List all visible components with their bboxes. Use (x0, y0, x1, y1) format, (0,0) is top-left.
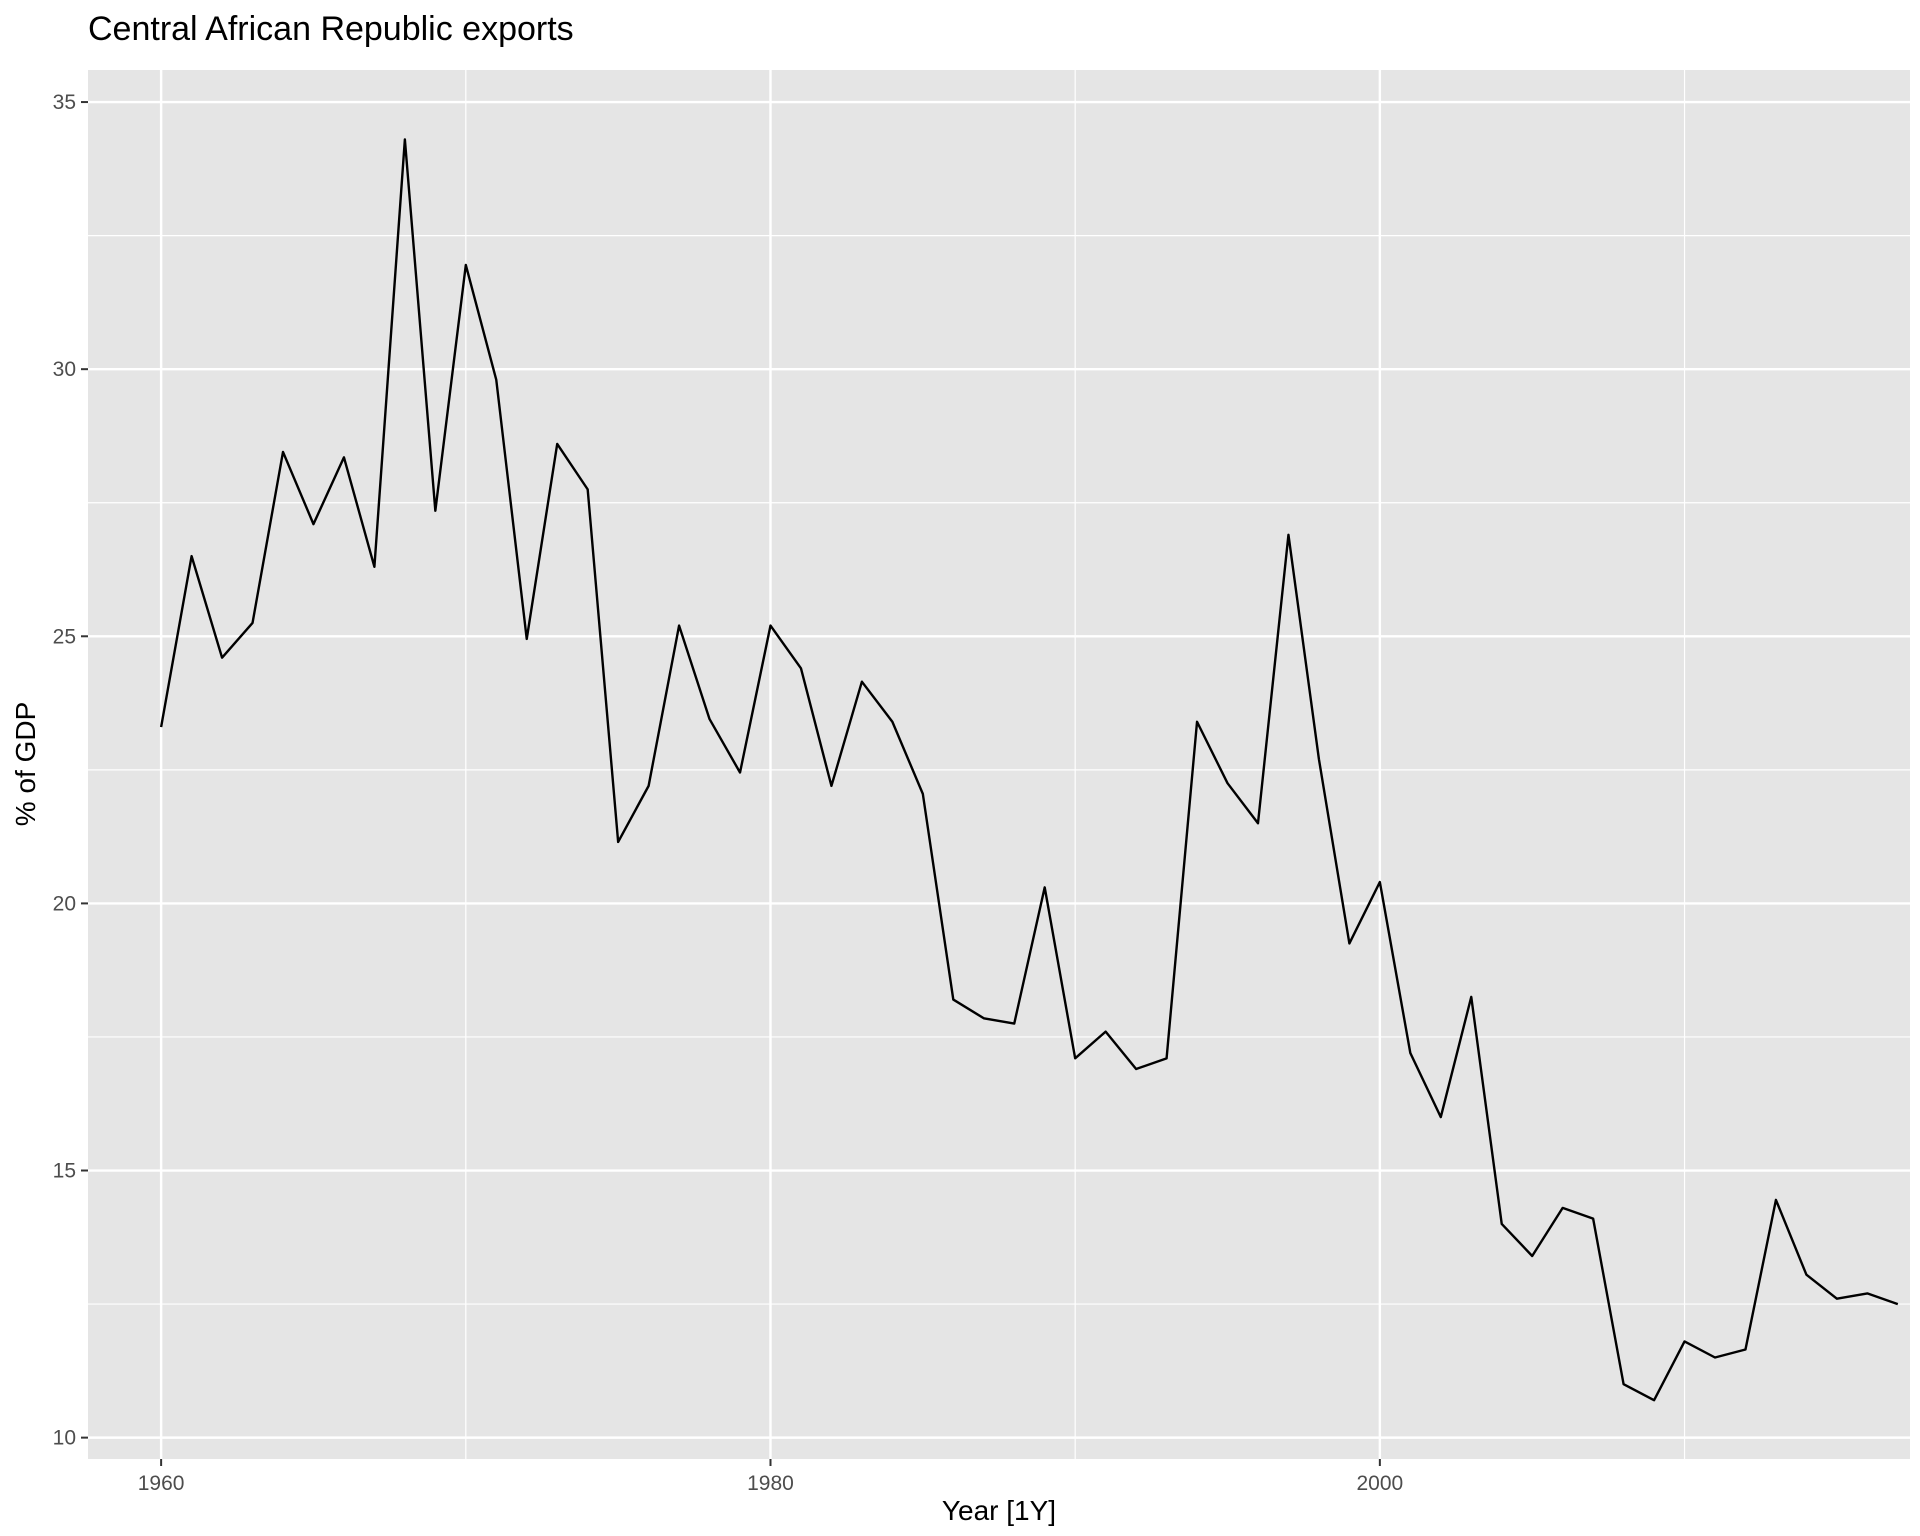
x-tick-label: 1960 (138, 1472, 185, 1495)
x-axis-title: Year [1Y] (942, 1495, 1056, 1526)
y-tick-label: 35 (53, 91, 76, 114)
y-tick-label: 20 (53, 892, 76, 915)
y-tick-label: 30 (53, 358, 76, 381)
y-axis-title: % of GDP (10, 702, 41, 826)
series-line (159, 138, 1899, 1402)
minor-gridlines-x (465, 70, 1686, 1459)
series-layer (159, 138, 1899, 1402)
y-tick-label: 15 (53, 1160, 76, 1183)
x-tick-label: 2000 (1356, 1472, 1403, 1495)
major-gridlines-y (88, 100, 1910, 1439)
y-axis: 10 15 20 25 30 35 (53, 91, 88, 1450)
x-axis: 1960 1980 2000 (138, 1459, 1403, 1495)
plot-panel (88, 70, 1910, 1459)
y-tick-label: 10 (53, 1427, 76, 1450)
major-gridlines-x (159, 70, 1382, 1459)
chart-title: Central African Republic exports (88, 10, 574, 48)
minor-gridlines-y (88, 235, 1910, 1305)
x-tick-label: 1980 (747, 1472, 794, 1495)
y-tick-label: 25 (53, 625, 76, 648)
